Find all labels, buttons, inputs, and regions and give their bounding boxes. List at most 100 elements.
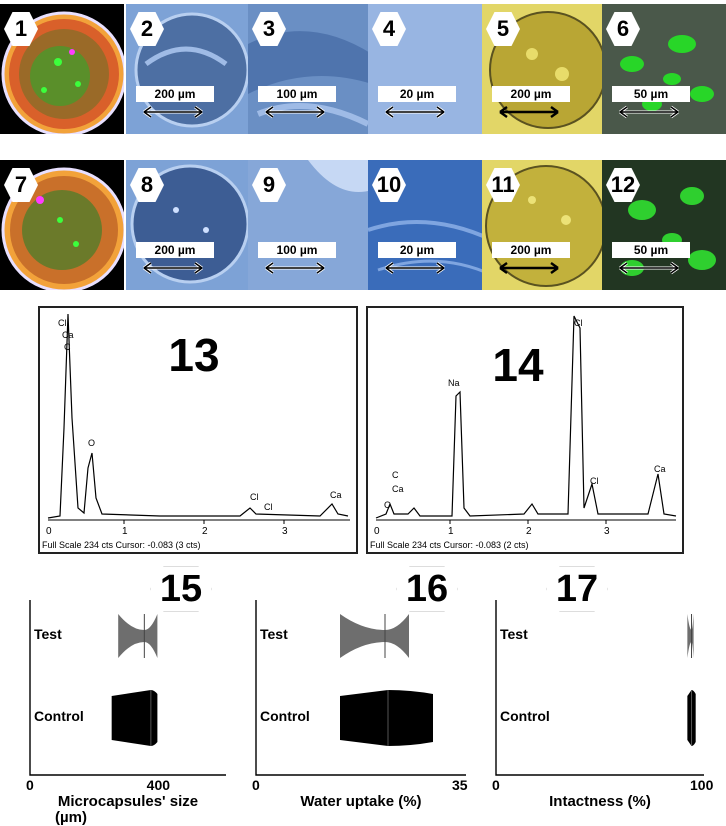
category-label: Test — [500, 626, 528, 642]
micrograph-11: 11 200 µm — [482, 160, 606, 290]
tick-label: 0 — [26, 777, 34, 793]
panel-label: 2 — [130, 12, 164, 46]
panel-label: 15 — [150, 566, 212, 612]
micrograph-2: 2 200 µm — [126, 4, 250, 134]
scale-bar-label: 50 µm — [612, 242, 690, 258]
spectrum-plot: Na Cl C Ca C Cl Ca 0 1 2 3 — [374, 315, 677, 537]
micrograph-5: 5 200 µm — [482, 4, 606, 134]
panel-label: 6 — [606, 12, 640, 46]
panel-label: 13 — [156, 326, 232, 384]
peak-label: Na — [448, 378, 460, 388]
category-label: Test — [34, 626, 62, 642]
peak-label: Cl — [574, 318, 583, 328]
peak-label: Cl — [590, 476, 599, 486]
micrograph-10: 10 20 µm — [368, 160, 492, 290]
micrograph-1: 1 — [0, 4, 124, 134]
scale-bar-label: 50 µm — [612, 86, 690, 102]
peak-label: Ca — [392, 484, 404, 494]
panel-label: 14 — [480, 336, 556, 394]
tick-label: 0 — [46, 526, 52, 537]
peak-label: Cl — [250, 492, 259, 502]
tick-label: 3 — [604, 526, 610, 537]
peak-label: C — [392, 470, 399, 480]
violin-test — [340, 614, 409, 658]
peak-label: O — [88, 438, 95, 448]
tick-label: 2 — [526, 526, 532, 537]
spectrum-footer: Full Scale 234 cts Cursor: -0.083 (2 cts… — [370, 540, 529, 550]
scale-arrow-icon — [619, 105, 679, 119]
panel-label: 12 — [606, 168, 640, 202]
tick-label: 100 — [690, 777, 714, 793]
peak-label: Ca — [654, 464, 666, 474]
axis-title: Intactness (%) — [549, 793, 651, 810]
panel-label: 17 — [546, 566, 608, 612]
scale-arrow-icon — [385, 261, 445, 275]
tick-label: 3 — [282, 526, 288, 537]
violin-test — [118, 614, 158, 658]
scale-bar-label: 200 µm — [492, 242, 570, 258]
scale-bar-label: 200 µm — [136, 242, 214, 258]
violin-test — [687, 614, 694, 658]
tick-label: 0 — [252, 777, 260, 793]
panel-label: 8 — [130, 168, 164, 202]
axis-line — [29, 600, 226, 776]
edx-spectrum-13: Cl Ca C O Cl Cl Ca 0 1 2 3 13 Full Scale… — [38, 306, 358, 554]
scale-arrow-icon — [143, 261, 203, 275]
panel-label: 7 — [4, 168, 38, 202]
tick-label: 35 — [452, 777, 468, 793]
axis-title: Microcapsules' size — [57, 793, 199, 810]
scale-arrow-icon — [265, 105, 325, 119]
micrograph-6: 6 50 µm — [602, 4, 726, 134]
scale-bar-label: 100 µm — [258, 86, 336, 102]
panel-label: 16 — [396, 566, 458, 612]
spectrum-footer: Full Scale 234 cts Cursor: -0.083 (3 cts… — [42, 540, 201, 550]
axis-line — [255, 600, 466, 776]
category-label: Control — [500, 708, 550, 724]
micrograph-8: 8 200 µm — [126, 160, 250, 290]
tick-label: 0 — [374, 526, 380, 537]
tick-label: 1 — [448, 526, 454, 537]
scale-arrow-icon — [385, 105, 445, 119]
spectrum-plot: Cl Ca C O Cl Cl Ca 0 1 2 3 — [46, 313, 350, 537]
scale-arrow-icon — [143, 105, 203, 119]
tick-label: 400 — [146, 777, 171, 793]
category-label: Control — [34, 708, 84, 724]
scale-bar-label: 200 µm — [492, 86, 570, 102]
category-label: Control — [260, 708, 310, 724]
scale-arrow-icon — [619, 261, 679, 275]
scale-bar-label: 20 µm — [378, 86, 456, 102]
tick-label: 2 — [202, 526, 208, 537]
scale-arrow-icon — [499, 262, 559, 274]
peak-label: Ca — [330, 490, 342, 500]
scale-bar-label: 20 µm — [378, 242, 456, 258]
scale-arrow-icon — [265, 261, 325, 275]
confocal-image — [1, 11, 124, 134]
panel-label: 1 — [4, 12, 38, 46]
peak-label: C — [64, 342, 71, 352]
category-label: Test — [260, 626, 288, 642]
scale-bar-label: 100 µm — [258, 242, 336, 258]
peak-label: Cl — [264, 502, 273, 512]
peak-label: Ca — [62, 330, 74, 340]
scale-arrow-icon — [499, 106, 559, 118]
micrograph-7: 7 — [0, 160, 124, 290]
micrograph-9: 9 100 µm — [248, 160, 372, 290]
axis-line — [495, 600, 704, 776]
micrograph-12: 12 50 µm — [602, 160, 726, 290]
axis-title: Water uptake (%) — [300, 793, 422, 810]
violin-control — [340, 690, 433, 746]
peak-label: Cl — [58, 318, 67, 328]
peak-label: C — [384, 500, 391, 510]
axis-unit: (µm) — [55, 809, 87, 826]
confocal-image — [1, 167, 124, 290]
micrograph-4: 4 20 µm — [368, 4, 492, 134]
tick-label: 0 — [492, 777, 500, 793]
edx-spectrum-14: Na Cl C Ca C Cl Ca 0 1 2 3 14 Full Scale… — [366, 306, 684, 554]
violin-control — [111, 690, 158, 746]
micrograph-3: 3 100 µm — [248, 4, 372, 134]
scale-bar-label: 200 µm — [136, 86, 214, 102]
tick-label: 1 — [122, 526, 128, 537]
